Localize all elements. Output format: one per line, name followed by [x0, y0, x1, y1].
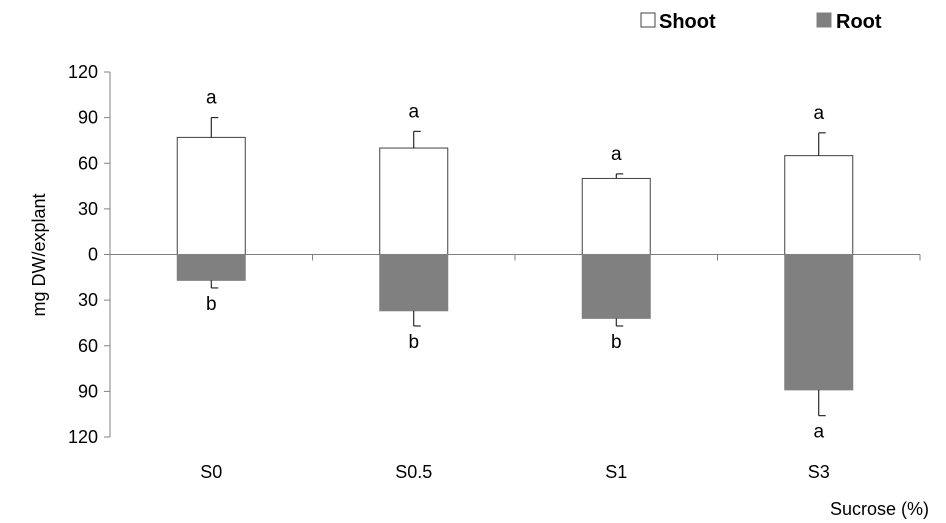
bar-shoot	[176, 136, 246, 255]
legend-label-root: Root	[836, 11, 882, 33]
x-category-label: S0.5	[395, 462, 432, 482]
x-category-label: S3	[808, 462, 830, 482]
y-axis-title: mg DW/explant	[29, 193, 49, 316]
legend-swatch-shoot	[640, 12, 656, 28]
plot-area: 120 90 60 30 0 30 60 90 120 S0 a b S0.5 a b S1 a b S3 a a	[68, 62, 921, 482]
legend-swatch-root	[816, 12, 832, 28]
y-tick-label: 60	[78, 336, 98, 356]
bar-shoot	[379, 147, 449, 256]
bar-root	[784, 254, 854, 391]
y-tick-label: 120	[68, 427, 98, 447]
bar-root	[176, 254, 246, 281]
bar-shoot	[784, 155, 854, 255]
y-tick-label: 30	[78, 290, 98, 310]
significance-label: b	[408, 332, 419, 353]
significance-label: a	[206, 88, 217, 109]
significance-label: a	[611, 144, 622, 165]
bar-root	[581, 254, 651, 319]
x-category-label: S0	[200, 462, 222, 482]
y-tick-label: 30	[78, 199, 98, 219]
bar-shoot	[581, 177, 651, 255]
significance-label: b	[611, 332, 622, 353]
significance-label: b	[206, 294, 217, 315]
y-tick-label: 0	[88, 245, 98, 265]
y-tick-label: 120	[68, 62, 98, 82]
significance-label: a	[813, 103, 824, 124]
legend: Shoot Root	[640, 11, 882, 33]
significance-label: a	[813, 422, 824, 443]
y-tick-label: 90	[78, 108, 98, 128]
x-category-label: S1	[605, 462, 627, 482]
x-axis-title: Sucrose (%)	[830, 499, 929, 519]
legend-label-shoot: Shoot	[659, 11, 716, 33]
bar-root	[379, 254, 449, 312]
significance-label: a	[408, 101, 419, 122]
y-tick-label: 60	[78, 153, 98, 173]
y-tick-label: 90	[78, 381, 98, 401]
